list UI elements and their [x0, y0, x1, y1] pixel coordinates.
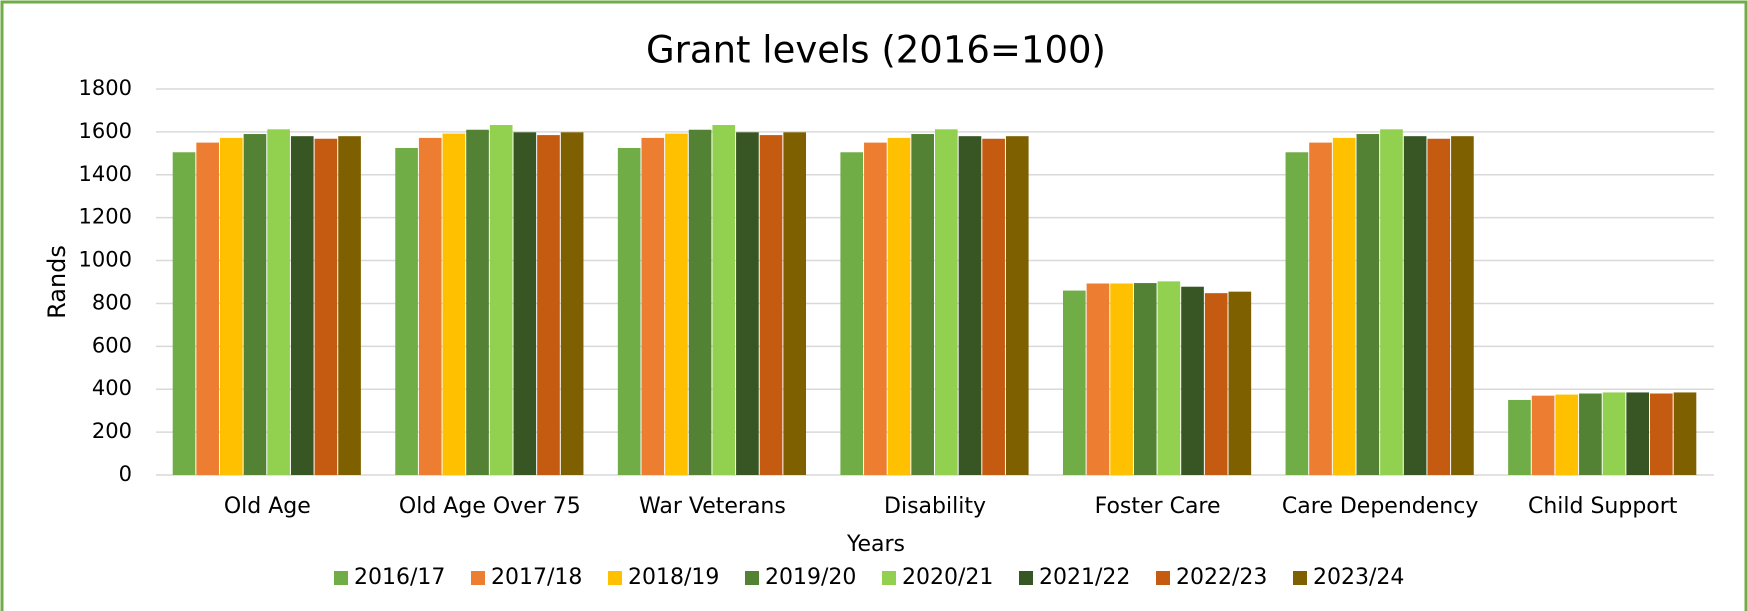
bar: [759, 135, 783, 475]
bar: [314, 138, 338, 476]
legend-label: 2016/17: [354, 565, 445, 590]
legend-label: 2020/21: [902, 565, 993, 590]
y-tick-label: 1400: [79, 162, 132, 186]
bar: [1332, 137, 1356, 476]
legend-label: 2017/18: [491, 565, 582, 590]
legend-swatch: [471, 571, 485, 585]
y-tick-label: 400: [92, 376, 132, 400]
bar: [1403, 136, 1427, 475]
bar: [1228, 291, 1252, 475]
chart-title: Grant levels (2016=100): [646, 29, 1106, 72]
bar: [665, 133, 688, 476]
bar: [1309, 142, 1332, 475]
legend-swatch: [334, 571, 348, 585]
bar: [196, 142, 219, 475]
legend-label: 2019/20: [765, 565, 856, 590]
bar: [338, 136, 361, 475]
bar: [1626, 392, 1650, 475]
bar: [1157, 281, 1181, 475]
bar: [1673, 392, 1697, 475]
bar: [537, 135, 560, 475]
bar: [1427, 138, 1451, 476]
bar: [1602, 392, 1626, 475]
bar: [864, 142, 887, 475]
bar: [935, 129, 958, 475]
legend-label: 2021/22: [1039, 565, 1130, 590]
legend-label: 2023/24: [1313, 565, 1404, 590]
bar: [418, 137, 442, 476]
y-tick-label: 800: [92, 290, 132, 314]
y-tick-label: 1600: [79, 119, 132, 143]
x-tick-label: Old Age: [224, 494, 311, 519]
bar: [688, 129, 712, 475]
bar: [1005, 136, 1029, 475]
bar: [1650, 393, 1673, 475]
bar: [172, 152, 196, 475]
bar: [1451, 136, 1474, 475]
y-tick-label: 1000: [79, 248, 132, 272]
y-tick-label: 600: [92, 333, 132, 357]
bar: [267, 129, 290, 475]
bar: [1285, 152, 1309, 475]
y-tick-label: 1200: [79, 205, 132, 229]
bar: [617, 147, 641, 475]
bar: [560, 132, 584, 475]
bar: [219, 137, 243, 476]
bar: [489, 125, 513, 475]
x-tick-label: Old Age Over 75: [399, 494, 581, 519]
bar: [466, 129, 489, 475]
bar: [243, 134, 267, 476]
bar: [1110, 283, 1133, 475]
bar: [1555, 394, 1579, 475]
bar: [1579, 393, 1602, 475]
y-tick-label: 200: [92, 419, 132, 443]
bar: [712, 125, 736, 475]
bar: [1062, 290, 1086, 475]
x-tick-label: Foster Care: [1095, 494, 1221, 519]
legend-label: 2018/19: [628, 565, 719, 590]
x-tick-label: Disability: [884, 494, 986, 519]
x-tick-label: War Veterans: [639, 494, 786, 519]
bar: [982, 138, 1005, 476]
legend-swatch: [745, 571, 759, 585]
bar: [736, 132, 759, 475]
y-tick-label: 0: [119, 462, 132, 486]
legend-swatch: [1293, 571, 1307, 585]
bar: [1531, 395, 1555, 475]
y-axis-title: Rands: [43, 245, 71, 319]
bar: [1181, 286, 1204, 475]
y-tick-label: 1800: [79, 76, 132, 100]
bar: [442, 133, 466, 476]
legend-label: 2022/23: [1176, 565, 1267, 590]
bar: [911, 134, 934, 476]
legend-swatch: [608, 571, 622, 585]
legend-swatch: [1156, 571, 1170, 585]
bar: [783, 132, 807, 475]
bar: [641, 137, 665, 476]
bar: [887, 137, 911, 476]
bar: [1508, 399, 1531, 475]
bar: [840, 152, 864, 475]
bar: [1356, 134, 1380, 476]
bar: [395, 147, 418, 475]
bar: [513, 132, 537, 475]
bar: [1380, 129, 1403, 475]
legend-swatch: [882, 571, 896, 585]
x-axis-title: Years: [846, 532, 905, 557]
bar: [958, 136, 982, 475]
bar: [1133, 283, 1157, 475]
bar: [1086, 283, 1110, 475]
legend-swatch: [1019, 571, 1033, 585]
x-tick-label: Care Dependency: [1282, 494, 1478, 519]
bar: [290, 136, 314, 475]
bar: [1204, 293, 1228, 475]
x-tick-label: Child Support: [1528, 494, 1678, 519]
